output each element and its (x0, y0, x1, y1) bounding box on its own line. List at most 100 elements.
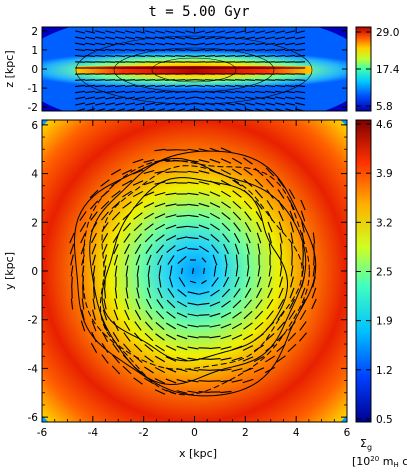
field-vector (265, 90, 276, 94)
field-vector (220, 357, 232, 361)
field-vector (75, 96, 86, 100)
field-vector (255, 287, 263, 299)
field-vector (185, 84, 196, 88)
field-vector (92, 265, 96, 277)
field-vector (209, 301, 221, 307)
field-vector (245, 30, 256, 34)
field-vector (95, 42, 106, 46)
field-vector (154, 181, 166, 185)
field-vector (176, 356, 188, 362)
field-vector (295, 42, 306, 46)
field-vector (255, 200, 263, 210)
field-vector (111, 200, 121, 210)
field-vector (265, 178, 275, 188)
field-vector (156, 299, 164, 309)
field-vector (144, 366, 154, 374)
field-vector (187, 181, 199, 185)
field-vector (124, 254, 130, 266)
field-vector (254, 167, 264, 177)
field-vector (175, 48, 186, 52)
field-vector (205, 84, 216, 88)
field-vector (235, 102, 246, 106)
field-vector (143, 180, 155, 186)
field-vector (145, 310, 153, 320)
field-vector (155, 90, 166, 94)
field-vector (132, 190, 144, 198)
field-vector (125, 265, 129, 277)
field-vector (165, 356, 177, 362)
field-vector (115, 90, 126, 94)
field-vector (195, 102, 206, 106)
field-vector (205, 36, 216, 40)
field-vector (244, 299, 252, 309)
field-vector (144, 223, 154, 231)
field-vector (185, 36, 196, 40)
field-vector (111, 211, 121, 221)
x-tick-label: 2 (242, 427, 249, 439)
field-vector (209, 202, 221, 208)
field-vector (115, 48, 126, 52)
field-vector (265, 36, 276, 40)
field-vector (167, 288, 175, 298)
field-vector (133, 201, 143, 209)
field-vector (189, 280, 197, 284)
field-vector (105, 84, 116, 88)
field-vector (266, 310, 274, 320)
field-vector (198, 224, 210, 230)
field-vector (231, 368, 243, 372)
field-vector (89, 189, 99, 199)
field-vector (199, 245, 209, 253)
field-vector (165, 389, 177, 395)
field-vector (187, 214, 199, 218)
field-vector (266, 200, 274, 210)
field-vector (195, 96, 206, 100)
field-vector (155, 234, 165, 242)
field-vector (133, 212, 143, 220)
field-vector (176, 345, 188, 351)
field-vector (220, 379, 232, 383)
field-vector (295, 36, 306, 40)
field-vector (255, 84, 266, 88)
field-vector (69, 232, 75, 244)
field-vector (187, 357, 199, 361)
field-vector (165, 30, 176, 34)
field-vector (132, 180, 144, 186)
field-vector (115, 36, 126, 40)
field-vector (254, 321, 264, 331)
field-vector (125, 36, 136, 40)
field-vector (165, 55, 176, 57)
field-vector (154, 148, 166, 152)
field-vector (177, 289, 187, 297)
colorbar-tick-label: 29.0 (376, 27, 399, 39)
field-vector (115, 84, 126, 88)
field-vector (277, 189, 285, 199)
field-vector (295, 84, 306, 88)
field-vector (105, 55, 116, 57)
edge-on-ylabel: z [kpc] (3, 50, 16, 87)
field-vector (256, 232, 262, 244)
field-vector (80, 243, 86, 255)
field-vector (157, 254, 163, 266)
field-vector (311, 298, 317, 310)
field-vector (198, 213, 210, 219)
field-vector (144, 212, 154, 220)
field-vector (209, 312, 221, 318)
field-vector (145, 48, 156, 52)
field-vector (85, 84, 96, 88)
field-vector (154, 355, 166, 363)
field-vector (295, 48, 306, 52)
field-vector (300, 287, 306, 299)
field-vector (155, 30, 166, 34)
field-vector (278, 276, 284, 288)
field-vector (100, 179, 110, 187)
field-vector (101, 343, 109, 353)
field-vector (185, 30, 196, 34)
field-vector (233, 232, 241, 244)
field-vector (155, 344, 165, 352)
field-vector (265, 167, 275, 177)
field-vector (95, 36, 106, 40)
field-vector (267, 221, 273, 233)
field-vector (285, 84, 296, 88)
field-vector (235, 265, 239, 277)
x-tick-label: 4 (293, 427, 300, 439)
